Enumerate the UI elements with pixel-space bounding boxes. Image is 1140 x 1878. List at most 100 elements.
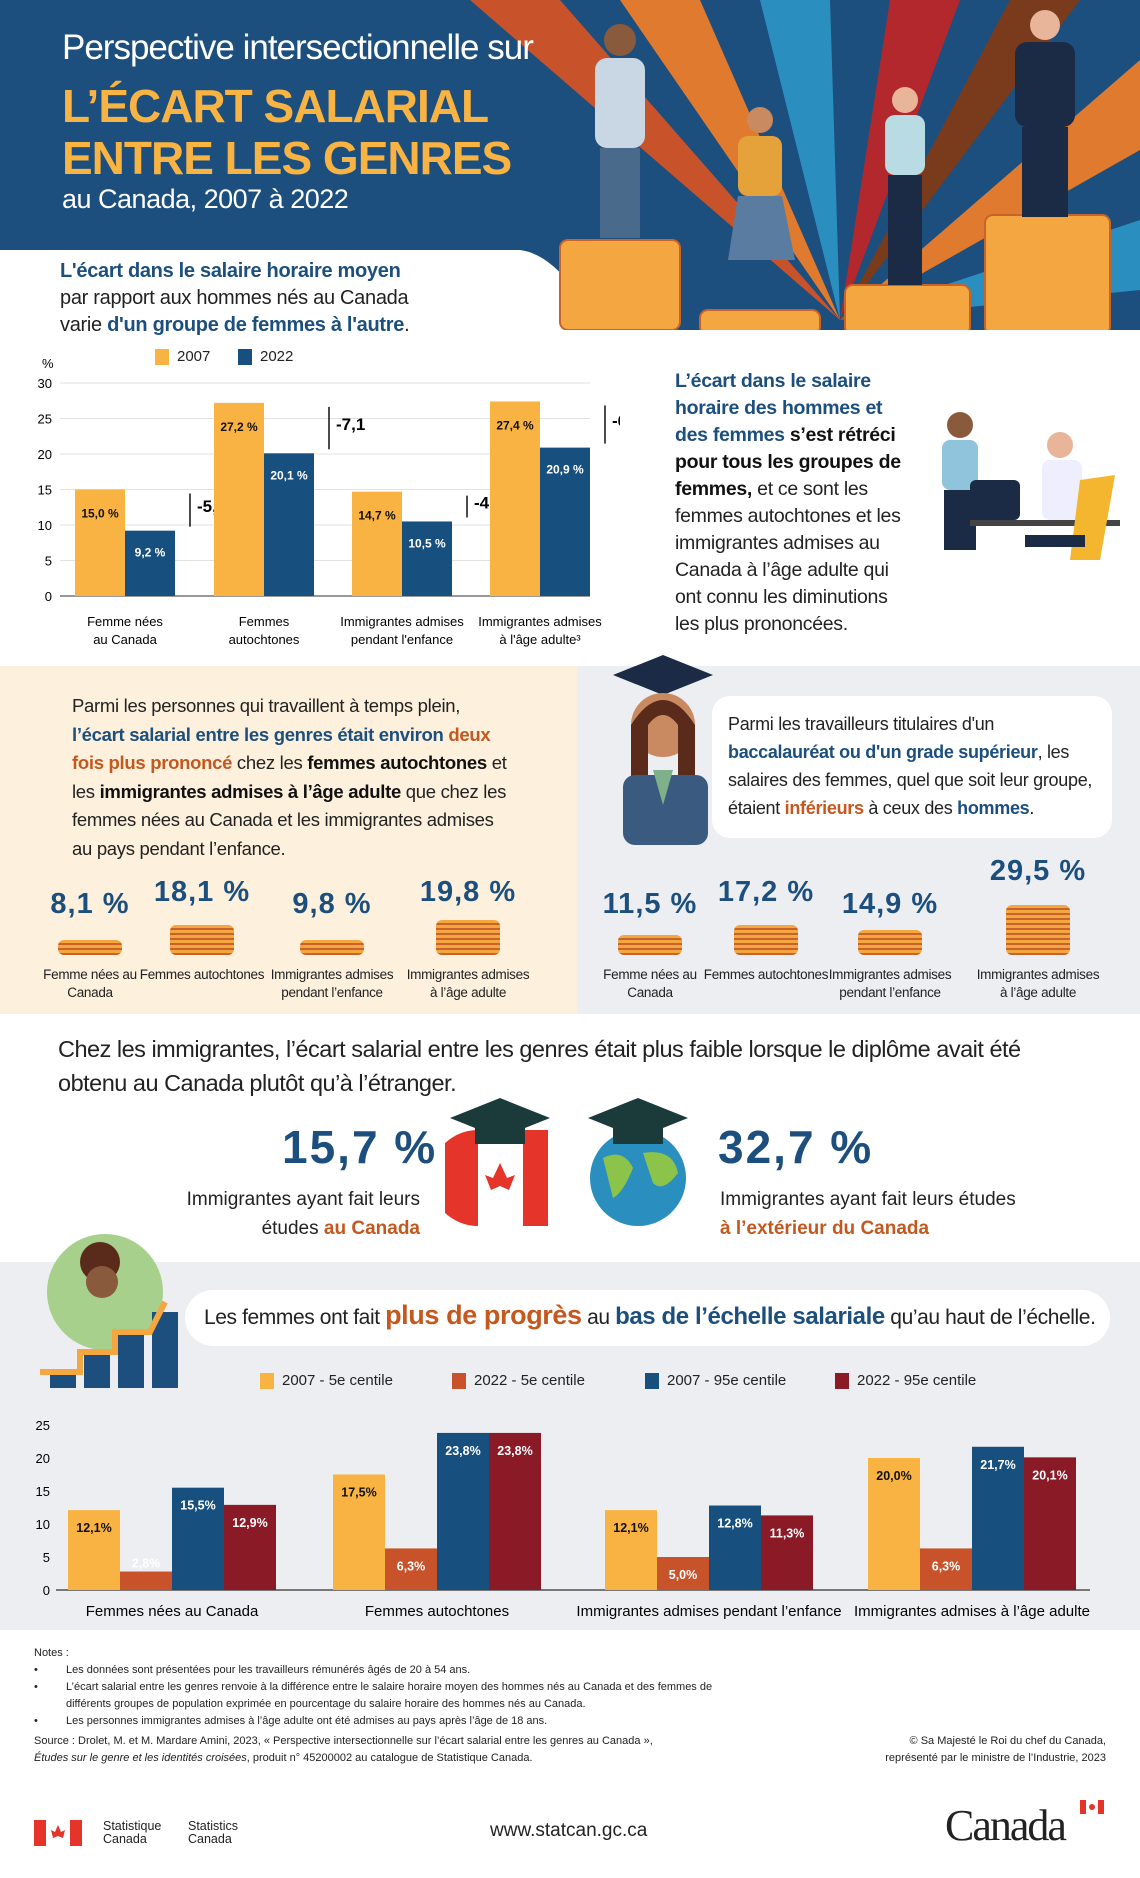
legend-swatch <box>155 348 169 365</box>
category-label: Femmes autochtones <box>365 1603 509 1620</box>
coin-stack-icon <box>436 920 500 955</box>
y-axis-unit: % <box>42 356 54 371</box>
bar-2022-95ecentile <box>489 1432 541 1590</box>
bar-2022-95ecentile <box>224 1504 276 1590</box>
bar-2007 <box>490 401 540 596</box>
coin-stack-icon <box>58 940 122 955</box>
y-tick-label: 10 <box>38 518 52 533</box>
legend-swatch <box>238 348 252 365</box>
y-tick-label: 10 <box>36 1517 50 1532</box>
bar-2022-95ecentile <box>1024 1457 1076 1590</box>
bar-label: 12,9% <box>232 1516 267 1530</box>
gap-label: Immigrantes admises pendant l’enfance <box>828 967 952 1000</box>
category-label: Immigrantes admises à l’âge adulte <box>854 1603 1090 1620</box>
coin-stack-icon <box>170 925 234 955</box>
section1-intro: L'écart dans le salaire horaire moyen pa… <box>60 258 410 339</box>
source: Source : Drolet, M. et M. Mardare Amini,… <box>34 1735 653 1764</box>
bar-2022 <box>264 453 314 596</box>
y-tick-label: 20 <box>38 447 52 462</box>
canada-flag-grad-icon <box>445 1098 550 1226</box>
category-label: Femme nées <box>87 614 163 629</box>
legend-item: 2022 - 5e centile <box>452 1372 585 1389</box>
bar-label: 17,5% <box>341 1486 376 1500</box>
bar-2022 <box>125 530 175 596</box>
bar-label: 20,0% <box>876 1469 911 1483</box>
website-link[interactable]: www.statcan.gc.ca <box>490 1820 648 1841</box>
category-label: à l'âge adulte³ <box>499 632 581 647</box>
gap-value: 17,2 % <box>717 876 815 908</box>
section1-side-text: L’écart dans le salaire horaire des homm… <box>675 370 901 635</box>
bar-2022 <box>540 447 590 596</box>
bar-2007 <box>352 491 402 596</box>
bar-2022-5ecentile <box>657 1557 709 1590</box>
bar-2007-5ecentile <box>868 1458 920 1590</box>
chart-percentile-gap: 0 5 10 15 20 25 12,1% 2,8% 15,5% 12,9% Femmes nées… <box>36 1418 1090 1620</box>
gap-label: Immigrantes admises à l’âge adulte <box>976 967 1100 1000</box>
bar-label: 20,1 % <box>270 468 308 482</box>
bar-2007-95ecentile <box>437 1432 489 1590</box>
intro-bold: L'écart dans le salaire horaire moyen <box>60 260 401 282</box>
statcan-fr: Statistique Canada <box>103 1819 162 1846</box>
gap-value: 14,9 % <box>841 888 939 920</box>
bar-label: 2,8% <box>132 1557 161 1571</box>
fulltime-text: Parmi les personnes qui travaillent à te… <box>72 695 507 859</box>
category-label: au Canada <box>93 632 157 647</box>
coin-stack-icon <box>1006 905 1070 955</box>
bar-label: 12,1% <box>76 1521 111 1535</box>
bar-label: 27,2 % <box>220 420 258 434</box>
bar-label: 21,7% <box>980 1458 1015 1472</box>
bar-2022-95ecentile <box>761 1515 813 1590</box>
title-line-1: Perspective intersectionnelle sur <box>62 28 534 67</box>
abroad-study-value: 32,7 % <box>718 1121 874 1173</box>
fulltime-panel <box>0 666 577 1014</box>
progress-text: Les femmes ont fait plus de progrès au b… <box>204 1300 1096 1330</box>
degree-callout <box>712 696 1112 838</box>
bar-label: 12,1% <box>613 1521 648 1535</box>
gap-value: 29,5 % <box>989 855 1087 887</box>
coin-stack-icon <box>618 935 682 955</box>
coin-stack-icon <box>858 930 922 955</box>
gap-label: Femmes autochtones <box>139 967 265 982</box>
legend-swatch <box>452 1372 466 1389</box>
bar-2007-95ecentile <box>709 1505 761 1590</box>
category-label: Immigrantes admises <box>478 614 602 629</box>
y-tick-label: 15 <box>36 1484 50 1499</box>
bar-2022-5ecentile <box>120 1571 172 1590</box>
canada-flag-icon <box>34 1820 82 1846</box>
bar-label: 5,0% <box>669 1568 698 1582</box>
intro-line: varie d'un groupe de femmes à l'autre. <box>60 314 410 336</box>
y-tick-label: 0 <box>45 589 52 604</box>
bar-2007-95ecentile <box>972 1446 1024 1590</box>
bar-label: 23,8% <box>445 1444 480 1458</box>
bar-label: 20,1% <box>1032 1468 1067 1482</box>
difference-label: -7,1 <box>336 415 365 434</box>
legend-swatch <box>260 1372 274 1389</box>
immigrant-headline: Chez les immigrantes, l’écart salarial e… <box>58 1036 1021 1096</box>
bar-2007-5ecentile <box>68 1510 120 1590</box>
bar-label: 12,8% <box>717 1517 752 1531</box>
gap-value: 11,5 % <box>602 888 698 920</box>
bar-label: 23,8% <box>497 1444 532 1458</box>
bar-label: 10,5 % <box>408 536 446 550</box>
title-subtitle: au Canada, 2007 à 2022 <box>62 184 349 214</box>
legend-item: 2022 - 95e centile <box>835 1372 976 1389</box>
bar-label: 15,0 % <box>81 507 119 521</box>
coin-stack-icon <box>734 925 798 955</box>
gap-label: Immigrantes admises à l’âge adulte <box>406 967 530 1000</box>
note-item: • Les données sont présentées pour les tr… <box>34 1664 471 1676</box>
bar-label: 6,3% <box>932 1559 961 1573</box>
bar-label: 14,7 % <box>358 509 396 523</box>
bar-label: 11,3% <box>770 1526 805 1540</box>
progress-illustration <box>40 1234 178 1388</box>
y-tick-label: 25 <box>38 412 52 427</box>
canada-wordmark: Canada <box>945 1801 1067 1850</box>
y-tick-label: 0 <box>43 1583 50 1598</box>
y-tick-label: 25 <box>36 1418 50 1433</box>
gap-value: 18,1 % <box>153 876 251 908</box>
note-item: • Les personnes immigrantes admises à l’â… <box>34 1715 548 1727</box>
y-tick-label: 5 <box>43 1550 50 1565</box>
bar-2007 <box>75 489 125 596</box>
graduate-illustration <box>613 655 713 845</box>
y-tick-label: 5 <box>45 554 52 569</box>
